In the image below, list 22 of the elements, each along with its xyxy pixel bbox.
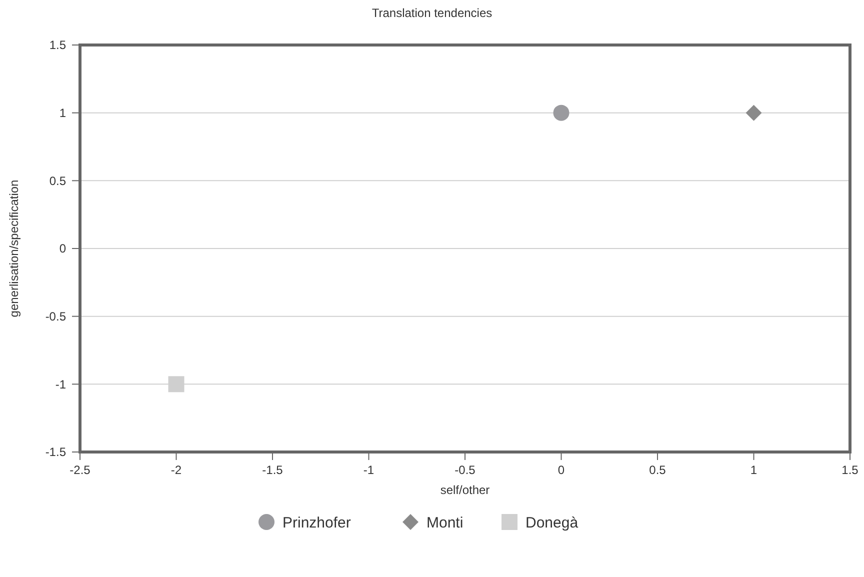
y-axis-title: generlisation/specification <box>7 180 21 318</box>
y-tick-label: 0.5 <box>49 174 66 188</box>
x-tick-label: -0.5 <box>454 463 476 477</box>
legend-label: Monti <box>426 514 464 532</box>
legend-label: Prinzhofer <box>282 514 351 532</box>
chart-title: Translation tendencies <box>372 6 492 20</box>
x-tick-label: 1 <box>750 463 758 477</box>
x-tick-label: -2.5 <box>70 463 91 477</box>
x-tick-label: -2 <box>170 463 182 477</box>
y-tick-label: -0.5 <box>45 310 66 324</box>
legend-label: Donegà <box>526 514 579 532</box>
y-tick-label: -1.5 <box>45 445 66 460</box>
x-axis-title: self/other <box>440 483 490 497</box>
x-tick-label: 0 <box>558 463 565 477</box>
x-tick-label: -1.5 <box>262 463 284 477</box>
y-tick-label: 1.5 <box>49 38 66 52</box>
y-tick-label: -1 <box>55 377 66 392</box>
x-tick-label: 1.5 <box>842 463 859 477</box>
y-tick-label: 1 <box>59 106 66 120</box>
x-tick-label: 0.5 <box>649 463 666 477</box>
x-tick-label: -1 <box>363 463 374 477</box>
y-tick-label: 0 <box>59 242 66 256</box>
